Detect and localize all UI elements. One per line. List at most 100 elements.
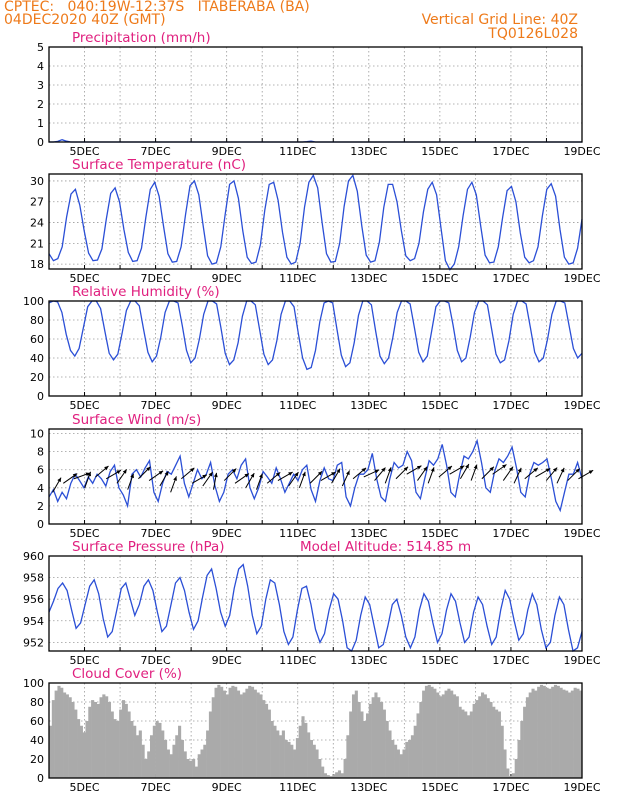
cloud-cover-bar [214,687,218,778]
wind-y-tick: 0 [37,518,44,531]
humidity-y-tick: 60 [30,333,44,346]
cloud-cover-bar [565,690,569,778]
cloud-cover-bar [51,700,55,778]
wind-vector-head [72,473,78,478]
cloud-cover-bar [197,754,201,778]
wind-vector-head [560,467,565,473]
cloud-cover-bar [96,703,100,778]
cloud-cover-bar [500,725,504,778]
pressure-x-tick: 9DEC [212,654,242,667]
cloud-cover-frame [48,682,583,779]
wind-vector-head [190,467,195,472]
cloud-cover-bar [419,702,423,778]
wind-vector-head [173,476,177,481]
wind-title: Surface Wind (m/s) [72,412,201,428]
cloud-cover-bar [127,711,131,778]
temperature-x-tick: 15DEC [421,272,458,285]
cloud-cover-bar [231,685,235,778]
cloud-cover-bar [267,709,271,778]
cloud-cover-chart: 0 20 40 60 80 100 5DEC 7DEC 9DEC 11DEC 13DEC 15DEC 1… [23,666,601,794]
cloud-cover-y-tick: 0 [37,772,44,785]
precipitation-x-tick: 13DEC [350,145,387,158]
cloud-cover-bar [279,735,283,778]
cloud-cover-bar [559,687,563,778]
humidity-x-tick: 11DEC [279,399,316,412]
cloud-cover-bar [368,703,372,778]
wind-vector-head [294,472,299,477]
cloud-cover-bar [335,772,339,778]
cloud-cover-bar [270,721,274,778]
cloud-cover-bar [374,692,378,778]
wind-vector-head [517,467,522,473]
cloud-cover-bar [293,749,297,778]
wind-vector-head [465,464,469,469]
cloud-cover-bar [290,744,294,778]
cloud-cover-bar [424,685,429,778]
wind-y-tick: 2 [37,500,44,513]
humidity-chart: 0 20 40 60 80 100 5DEC 7DEC 9DEC 11DEC 13DEC 15DEC 1… [23,284,601,412]
cloud-cover-bar [408,740,412,778]
cloud-cover-bar [256,692,260,778]
precipitation-x-tick: 5DEC [69,145,99,158]
cloud-cover-bar [497,711,501,778]
cloud-cover-bar [318,759,322,778]
pressure-frame [48,555,583,652]
cloud-cover-y-tick: 20 [30,753,44,766]
cloud-cover-bar [211,697,215,778]
cloud-cover-bar [441,694,445,778]
wind-frame [48,428,583,525]
wind-x-tick: 15DEC [421,527,458,540]
cloud-cover-bar [113,719,117,778]
cloud-cover-bar [523,706,527,778]
pressure-x-tick: 17DEC [492,654,529,667]
wind-x-tick: 9DEC [212,527,242,540]
cloud-cover-bar [169,754,173,778]
header-model: TQ0126L028 [488,26,578,42]
cloud-cover-bar [567,692,572,778]
precipitation-x-tick: 15DEC [421,145,458,158]
cloud-cover-bar [200,749,204,778]
cloud-cover-bar [284,740,288,778]
humidity-x-tick: 9DEC [212,399,242,412]
cloud-cover-bar [321,766,325,778]
humidity-y-tick: 0 [37,390,44,403]
cloud-cover-bar [405,741,409,778]
precipitation-y-tick: 0 [37,136,44,149]
cloud-cover-y-tick: 100 [23,677,44,690]
cloud-cover-bar [265,703,269,778]
wind-x-tick: 13DEC [350,527,387,540]
header-grid-line: Vertical Grid Line: 40Z [421,12,578,28]
temperature-x-tick: 19DEC [563,272,600,285]
cloud-cover-bar [489,702,493,778]
cloud-cover-bar [548,688,552,778]
cloud-cover-bar [239,694,243,778]
cloud-cover-bar [309,740,313,778]
cloud-cover-bar [455,696,459,778]
cloud-cover-bar [343,759,347,778]
cloud-cover-bar [133,725,137,778]
header-run-time: 04DEC2020 40Z (GMT) [4,12,166,28]
cloud-cover-bar [346,735,350,778]
cloud-cover-bar [315,749,319,778]
wind-x-tick: 17DEC [492,527,529,540]
cloud-cover-bar [399,754,403,778]
temperature-chart: 18 21 24 27 30 5DEC 7DEC 9DEC 11DEC 13DEC 15DEC 17D… [30,157,601,285]
pressure-series-line [48,563,583,653]
cloud-cover-bar [149,735,154,778]
wind-vector-head [122,469,127,474]
cloud-cover-bar [377,697,381,778]
wind-x-tick: 19DEC [563,527,600,540]
cloud-cover-bar [85,721,89,778]
wind-vector-head [146,466,151,471]
cloud-cover-bar [65,694,69,778]
header-location: CPTEC: 040:19W-12:37S ITABERABA (BA) [4,0,310,15]
cloud-cover-bar [525,697,529,778]
cloud-cover-bar [337,770,342,778]
temperature-y-tick: 18 [30,258,44,271]
cloud-cover-bar [396,749,400,778]
cloud-cover-bar [262,700,266,778]
wind-vector-head [57,477,62,483]
cloud-cover-bar [520,721,524,778]
cloud-cover-bar [57,685,61,778]
